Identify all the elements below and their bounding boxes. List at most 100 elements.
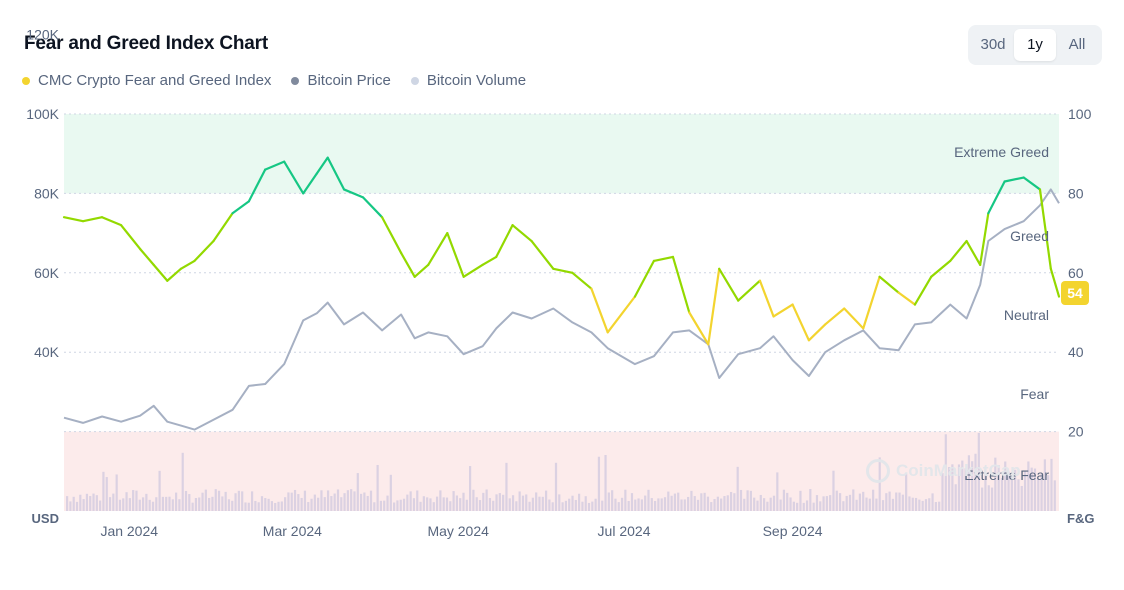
volume-bar xyxy=(452,491,455,511)
left-axis-tick: 80K xyxy=(34,185,60,201)
volume-bar xyxy=(293,489,297,511)
legend-item-fear-greed[interactable]: CMC Crypto Fear and Greed Index xyxy=(22,72,271,89)
volume-bar xyxy=(713,499,716,511)
fear-greed-segment xyxy=(590,287,609,334)
volume-bar xyxy=(422,496,425,511)
volume-bar xyxy=(508,498,511,511)
volume-bar xyxy=(634,499,637,511)
fear-greed-segment xyxy=(718,267,740,302)
volume-bar xyxy=(1010,475,1013,511)
fear-greed-segment xyxy=(283,160,305,195)
volume-bar xyxy=(947,467,951,511)
volume-bar xyxy=(373,502,376,511)
volume-bar xyxy=(772,495,776,511)
fear-greed-segment xyxy=(81,216,104,223)
volume-bar xyxy=(888,491,891,511)
volume-bar xyxy=(977,432,980,511)
volume-bar xyxy=(845,495,848,511)
volume-bar xyxy=(264,498,267,511)
volume-bar xyxy=(241,491,244,511)
volume-bar xyxy=(647,489,650,511)
range-30d-button[interactable]: 30d xyxy=(980,36,1006,53)
volume-bar xyxy=(987,485,990,511)
volume-bar xyxy=(753,497,756,511)
volume-bar xyxy=(862,491,865,511)
volume-bar xyxy=(257,502,260,511)
range-all-button[interactable]: All xyxy=(1068,36,1086,53)
volume-bar xyxy=(1020,485,1023,511)
volume-bar xyxy=(776,472,779,511)
volume-bar xyxy=(138,499,141,511)
volume-bar xyxy=(931,493,934,511)
watermark-text: CoinMarketCap xyxy=(896,461,1021,480)
volume-bar xyxy=(677,492,680,511)
fear-greed-segment xyxy=(247,168,267,203)
legend-item-bitcoin-price[interactable]: Bitcoin Price xyxy=(291,72,391,89)
volume-bar xyxy=(445,497,449,511)
fear-greed-segment xyxy=(495,224,514,259)
left-axis-tick: 100K xyxy=(26,106,59,122)
volume-bar xyxy=(442,497,445,511)
volume-bar xyxy=(594,498,597,511)
volume-bar xyxy=(1030,467,1033,511)
volume-bar xyxy=(227,499,231,511)
volume-bar xyxy=(211,496,214,511)
gridlines xyxy=(64,113,1059,433)
fear-greed-segment xyxy=(1038,188,1052,270)
volume-bar xyxy=(495,494,498,511)
volume-bar xyxy=(736,466,739,511)
fear-greed-segment xyxy=(400,251,416,278)
volume-bar xyxy=(611,490,614,511)
volume-bar xyxy=(802,502,805,511)
volume-bar xyxy=(125,492,128,511)
volume-bar xyxy=(574,499,577,511)
volume-bar xyxy=(356,473,359,511)
volume-bar xyxy=(247,502,250,511)
volume-bar xyxy=(1007,471,1010,511)
volume-bar xyxy=(710,502,713,511)
volume-bar xyxy=(383,500,386,511)
volume-bar xyxy=(449,501,452,511)
volume-bar xyxy=(419,501,422,511)
fear-greed-segment xyxy=(862,275,881,330)
volume-bar xyxy=(488,498,492,511)
volume-bar xyxy=(624,489,627,511)
volume-bar xyxy=(376,464,379,511)
volume-bar xyxy=(905,474,908,511)
volume-bar xyxy=(994,457,997,511)
volume-bar xyxy=(330,496,333,511)
volume-bar xyxy=(885,493,888,511)
volume-bar xyxy=(601,500,604,511)
volume-bar xyxy=(822,496,825,511)
legend-item-bitcoin-volume[interactable]: Bitcoin Volume xyxy=(410,72,526,89)
volume-bar xyxy=(482,492,485,511)
volume-bar xyxy=(148,499,151,511)
volume-bar xyxy=(469,466,472,511)
fear-greed-segment xyxy=(791,303,810,342)
watermark: CoinMarketCap xyxy=(866,459,1021,483)
zone-label-extreme-greed: Extreme Greed xyxy=(954,144,1049,160)
volume-bar xyxy=(581,501,584,511)
right-axis-tick: 40 xyxy=(1068,344,1084,360)
volume-bar xyxy=(895,492,898,511)
volume-bar xyxy=(402,498,406,511)
volume-bar xyxy=(343,493,346,511)
fear-greed-segment xyxy=(427,232,449,266)
volume-bar xyxy=(690,490,693,511)
volume-bar xyxy=(535,492,538,511)
volume-bar xyxy=(1043,459,1046,511)
volume-bar xyxy=(412,498,416,511)
x-axis-tick: Jul 2024 xyxy=(598,523,651,539)
volume-bar xyxy=(439,490,442,511)
volume-bar xyxy=(145,493,148,511)
zone-label-extreme-fear: Extreme Fear xyxy=(964,467,1049,483)
volume-bar xyxy=(620,497,624,511)
volume-bar xyxy=(386,495,389,511)
volume-bar xyxy=(310,498,313,511)
volume-bar xyxy=(868,498,871,511)
volume-bar xyxy=(350,489,353,511)
volume-bar xyxy=(85,493,89,511)
range-1y-button[interactable]: 1y xyxy=(1014,29,1056,61)
volume-bar xyxy=(848,494,852,511)
